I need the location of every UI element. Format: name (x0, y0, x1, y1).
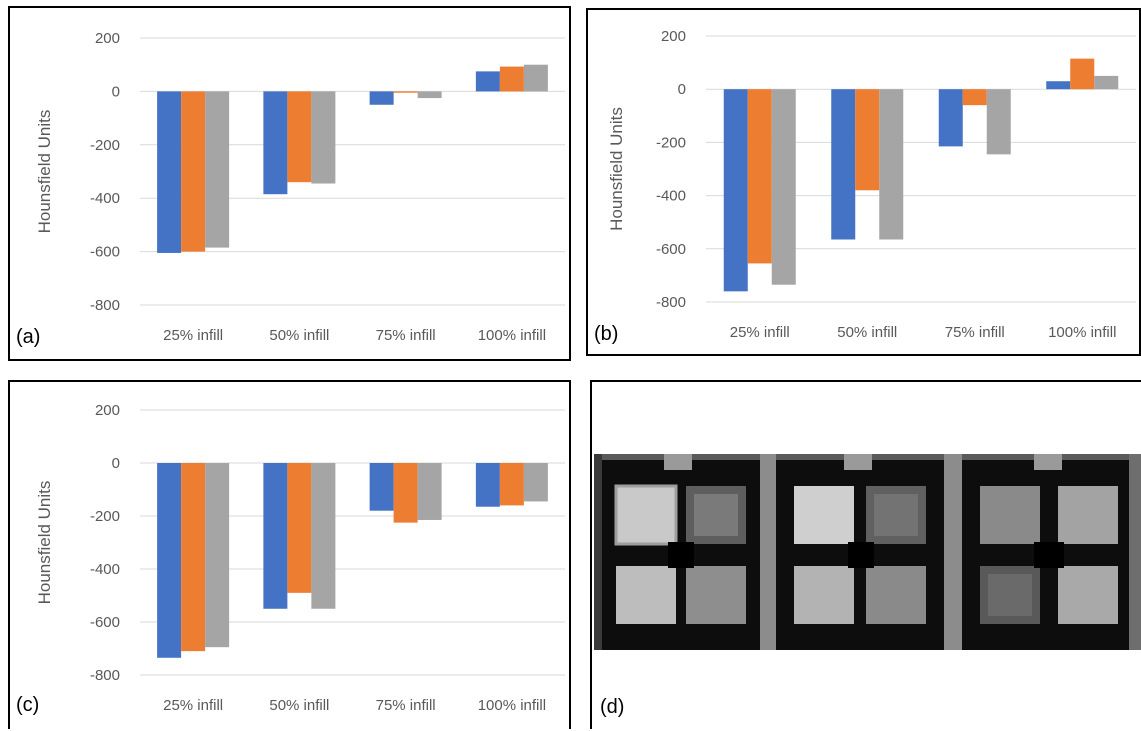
x-tick-label: 25% infill (163, 327, 223, 344)
bar (311, 91, 336, 184)
panel-label-d: (d) (600, 696, 625, 718)
y-tick-label: 200 (95, 402, 120, 419)
panel-label-b: (b) (594, 323, 619, 345)
bar (157, 91, 182, 253)
bar (1070, 58, 1095, 90)
y-tick-label: 0 (112, 455, 120, 472)
bar (369, 463, 394, 511)
bar (475, 71, 500, 92)
x-tick-label: 100% infill (478, 697, 546, 714)
chart-panel-c: 200 0 -200 -400 -600 -800 Hounsfield Units 25% … (8, 380, 571, 729)
y-tick-label: -400 (90, 190, 120, 207)
bar (417, 91, 442, 99)
chart-a: 200 0 -200 -400 -600 -800 Hounsfield Units 25% … (35, 30, 565, 344)
x-tick-label: 50% infill (269, 697, 329, 714)
y-axis-label: Hounsfield Units (35, 110, 54, 234)
bar (723, 89, 748, 292)
chart-c: 200 0 -200 -400 -600 -800 Hounsfield Units 25% … (35, 402, 565, 714)
y-tick-label: 200 (661, 28, 686, 45)
image-panel-d: (d) (590, 380, 1141, 729)
bar (369, 91, 394, 105)
x-tick-label: 75% infill (376, 327, 436, 344)
bar (855, 89, 880, 191)
x-tick-label: 25% infill (163, 697, 223, 714)
bar (938, 89, 963, 147)
y-tick-label: -200 (90, 137, 120, 154)
y-tick-label: 200 (95, 30, 120, 47)
x-tick-label: 75% infill (945, 324, 1005, 341)
y-tick-label: -800 (90, 667, 120, 684)
bar (311, 463, 336, 609)
bar (263, 463, 288, 609)
y-tick-label: -800 (656, 294, 686, 311)
bar (879, 89, 904, 240)
y-tick-label: 0 (112, 83, 120, 100)
y-tick-label: -400 (656, 188, 686, 205)
x-tick-label: 25% infill (730, 324, 790, 341)
y-tick-label: -600 (90, 614, 120, 631)
y-tick-label: -400 (90, 561, 120, 578)
x-tick-label: 100% infill (478, 327, 546, 344)
x-tick-label: 50% infill (269, 327, 329, 344)
x-tick-label: 100% infill (1048, 324, 1116, 341)
panel-label-c: (c) (16, 694, 40, 716)
y-tick-label: 0 (678, 81, 686, 98)
bar (181, 91, 206, 252)
bar (205, 463, 230, 648)
y-axis-label: Hounsfield Units (607, 107, 626, 231)
bar (962, 89, 987, 106)
y-tick-label: -600 (90, 244, 120, 261)
bar (523, 64, 548, 92)
y-tick-label: -200 (90, 508, 120, 525)
bar (417, 463, 442, 520)
ct-scan-image (594, 454, 1141, 650)
panel-label-a: (a) (16, 326, 41, 348)
bar (181, 463, 206, 652)
chart-panel-b: 200 0 -200 -400 -600 -800 Hounsfield Units 25% … (586, 8, 1141, 356)
y-axis-label: Hounsfield Units (35, 481, 54, 605)
bar (747, 89, 772, 264)
bar (205, 91, 230, 248)
x-tick-label: 50% infill (837, 324, 897, 341)
chart-b: 200 0 -200 -400 -600 -800 Hounsfield Units 25% … (607, 28, 1136, 341)
bar (263, 91, 288, 195)
bar (287, 463, 312, 593)
chart-panel-a: 200 0 -200 -400 -600 -800 Hounsfield Units 25% … (8, 6, 571, 361)
bar (157, 463, 182, 658)
x-tick-label: 75% infill (376, 697, 436, 714)
y-tick-label: -200 (656, 134, 686, 151)
bar (499, 463, 524, 506)
y-tick-label: -600 (656, 241, 686, 258)
bar (523, 463, 548, 502)
bar (287, 91, 312, 183)
bar (771, 89, 796, 285)
bar (475, 463, 500, 507)
bar (986, 89, 1011, 155)
bar (831, 89, 856, 240)
bar (393, 91, 418, 93)
bar (1094, 75, 1119, 90)
bar (393, 463, 418, 523)
bar (1046, 81, 1071, 90)
bar (499, 66, 524, 92)
y-tick-label: -800 (90, 297, 120, 314)
